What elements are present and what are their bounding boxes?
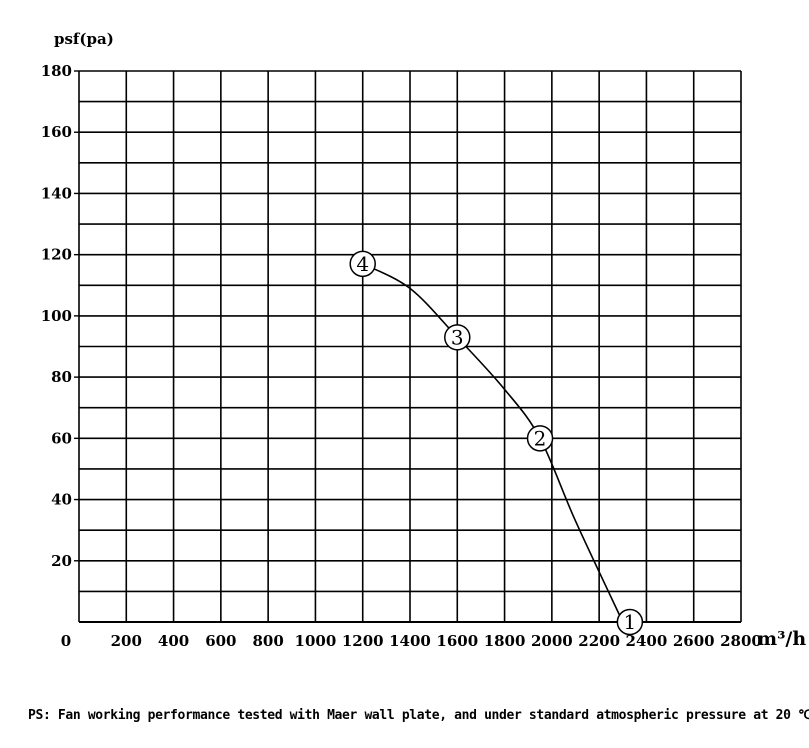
y-tick-label: 60 bbox=[51, 429, 72, 447]
footnote: PS: Fan working performance tested with … bbox=[28, 708, 809, 723]
x-tick-label: 2400 bbox=[626, 632, 668, 650]
marker-circle-2 bbox=[526, 425, 554, 452]
y-tick-label: 140 bbox=[41, 184, 72, 202]
performance-curve bbox=[362, 263, 624, 623]
y-tick-labels: 20 40 60 80 100 120 140 160 180 bbox=[41, 62, 79, 570]
y-tick-label: 80 bbox=[51, 368, 72, 386]
pressure-flow-chart: 20 40 60 80 100 120 140 160 180 0 200 400 600 800 100… bbox=[41, 62, 807, 650]
x-tick-labels: 0 200 400 600 800 1000 1200 1400 1600 1800 2000 220… bbox=[61, 632, 762, 650]
y-tick-label: 180 bbox=[41, 62, 72, 80]
x-axis-label: m³/h bbox=[757, 628, 806, 650]
x-tick-label: 2800 bbox=[720, 632, 762, 650]
y-tick-label: 100 bbox=[41, 307, 72, 325]
x-tick-label: 1800 bbox=[484, 632, 526, 650]
x-tick-label: 800 bbox=[252, 632, 283, 650]
x-tick-label: 600 bbox=[205, 632, 236, 650]
performance-curve-layer bbox=[362, 263, 624, 623]
marker-label-3: 3 bbox=[451, 325, 464, 349]
marker-label-2: 2 bbox=[534, 426, 547, 450]
y-tick-label: 120 bbox=[41, 246, 72, 264]
x-tick-label: 0 bbox=[61, 632, 71, 650]
x-tick-label: 1400 bbox=[389, 632, 431, 650]
y-tick-label: 160 bbox=[41, 123, 72, 141]
curve-markers: 1 2 3 4 bbox=[349, 250, 644, 636]
grid bbox=[78, 70, 742, 623]
x-tick-label: 1200 bbox=[342, 632, 384, 650]
y-axis-label: psf(pa) bbox=[54, 30, 114, 48]
x-tick-label: 1000 bbox=[295, 632, 337, 650]
y-tick-label: 20 bbox=[51, 552, 72, 570]
marker-label-4: 4 bbox=[356, 252, 369, 276]
x-tick-label: 2200 bbox=[578, 632, 620, 650]
y-tick-label: 40 bbox=[51, 491, 72, 509]
marker-circle-4 bbox=[349, 250, 376, 278]
marker-circle-1 bbox=[616, 608, 644, 636]
x-tick-label: 200 bbox=[111, 632, 142, 650]
x-tick-label: 2600 bbox=[673, 632, 715, 650]
x-tick-label: 1600 bbox=[436, 632, 478, 650]
x-tick-label: 400 bbox=[158, 632, 189, 650]
marker-label-1: 1 bbox=[624, 610, 637, 634]
marker-circle-3 bbox=[444, 324, 471, 351]
x-tick-label: 2000 bbox=[531, 632, 573, 650]
